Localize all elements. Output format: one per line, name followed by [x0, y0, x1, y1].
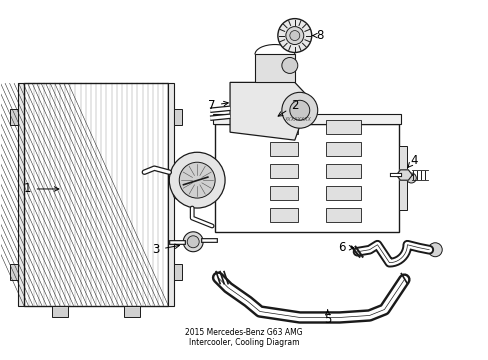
Circle shape [187, 236, 199, 248]
Polygon shape [396, 170, 411, 180]
Bar [325, 142, 360, 156]
Bar [399, 146, 407, 210]
Text: 5: 5 [324, 310, 331, 326]
Bar [270, 164, 298, 178]
Bar [174, 109, 182, 125]
Text: 2: 2 [278, 99, 298, 116]
Bar [325, 120, 360, 134]
Bar [325, 186, 360, 200]
Circle shape [427, 243, 441, 257]
Circle shape [285, 27, 303, 45]
Text: XXXXXXXX: XXXXXXXX [284, 117, 311, 122]
Bar [24, 84, 168, 306]
Text: 4: 4 [407, 154, 417, 168]
Text: 6: 6 [337, 241, 353, 254]
Bar [52, 306, 68, 318]
Text: 8: 8 [312, 29, 323, 42]
Bar [270, 208, 298, 222]
Circle shape [277, 19, 311, 53]
Bar [18, 84, 24, 306]
Text: 7: 7 [208, 99, 228, 112]
Bar [24, 84, 168, 306]
Circle shape [281, 58, 297, 73]
Bar [270, 120, 298, 134]
Bar [215, 124, 399, 232]
Bar [325, 208, 360, 222]
Bar [168, 84, 174, 306]
Polygon shape [229, 82, 309, 140]
Text: 1: 1 [24, 183, 59, 195]
Bar [270, 142, 298, 156]
Circle shape [173, 189, 183, 199]
Circle shape [289, 100, 309, 120]
Circle shape [281, 92, 317, 128]
Circle shape [169, 152, 224, 208]
Bar [174, 264, 182, 280]
Bar [10, 264, 18, 280]
Bar [124, 306, 140, 318]
Bar [213, 114, 401, 124]
Bar [10, 109, 18, 125]
Circle shape [289, 31, 299, 41]
Bar [325, 164, 360, 178]
Bar [270, 186, 298, 200]
Circle shape [406, 173, 415, 183]
Bar [254, 54, 294, 82]
Text: 3: 3 [152, 243, 179, 256]
Text: 2015 Mercedes-Benz G63 AMG
Intercooler, Cooling Diagram: 2015 Mercedes-Benz G63 AMG Intercooler, … [185, 328, 302, 347]
Circle shape [179, 162, 215, 198]
Circle shape [183, 232, 203, 252]
